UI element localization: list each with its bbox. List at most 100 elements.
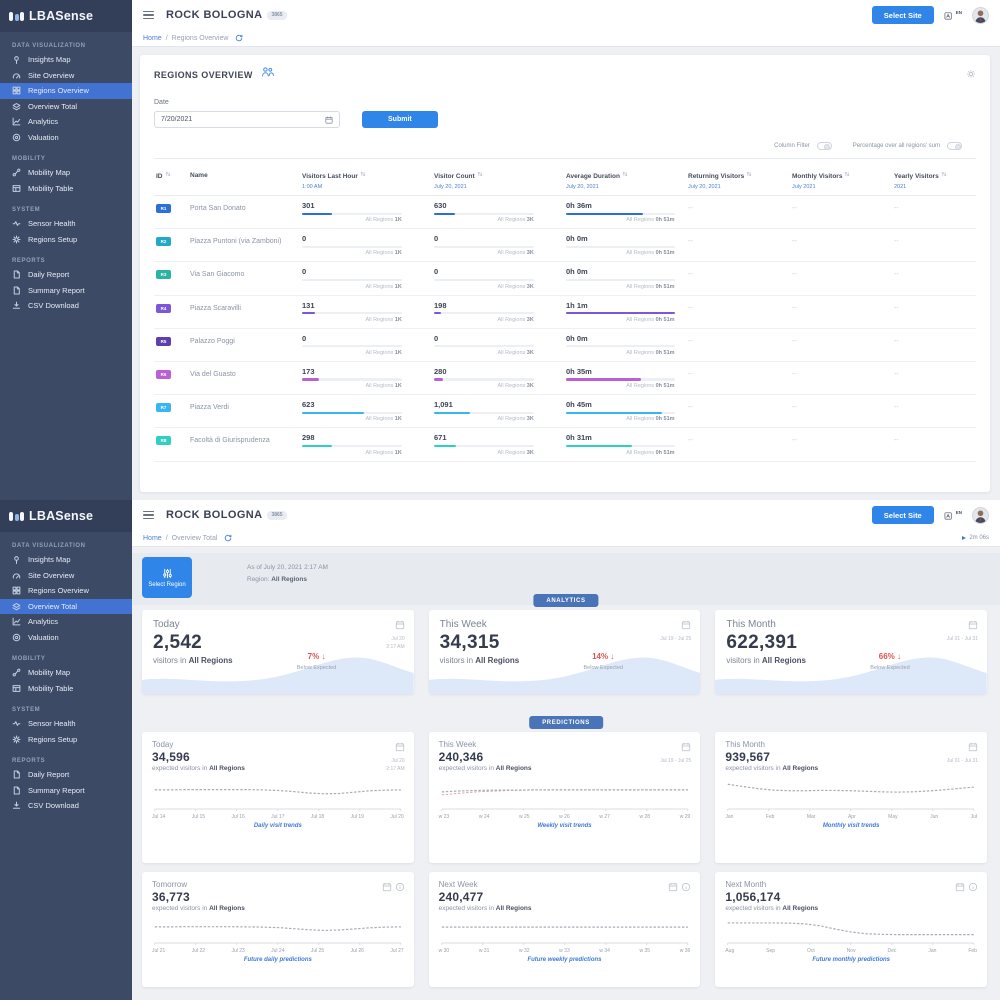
all-regions-total: All Regions 1K bbox=[365, 217, 402, 224]
metric-value: 173 bbox=[302, 366, 315, 376]
chart-icon bbox=[12, 617, 21, 626]
calendar-icon bbox=[668, 879, 678, 897]
sidebar-item-regions-setup[interactable]: Regions Setup bbox=[0, 232, 132, 248]
as-of-text: As of July 20, 2021 2:17 AM bbox=[247, 564, 328, 571]
sidebar-item-sensor-health[interactable]: Sensor Health bbox=[0, 716, 132, 732]
info-icon[interactable] bbox=[681, 879, 691, 897]
user-avatar[interactable] bbox=[972, 506, 989, 524]
sort-icon[interactable] bbox=[360, 164, 366, 182]
sort-icon[interactable] bbox=[477, 164, 483, 182]
sidebar-item-mobility-map[interactable]: Mobility Map bbox=[0, 165, 132, 181]
wave-decoration bbox=[428, 650, 701, 694]
empty-value: -- bbox=[792, 205, 797, 212]
sidebar-item-valuation[interactable]: Valuation bbox=[0, 630, 132, 646]
date-input[interactable]: 7/20/2021 bbox=[154, 111, 340, 128]
analytics-card-this-week: This Week 34,315 visitors in All Regions 14… bbox=[428, 610, 701, 694]
language-selector[interactable]: EN bbox=[944, 510, 962, 521]
x-axis-tick-label: w 32 bbox=[519, 948, 530, 954]
sidebar-item-summary-report[interactable]: Summary Report bbox=[0, 283, 132, 299]
sidebar-item-daily-report[interactable]: Daily Report bbox=[0, 767, 132, 783]
table-row: R1 Porta San Donato 301 All Regions 1K 630 Al… bbox=[154, 195, 976, 230]
sidebar-section-label: SYSTEM bbox=[12, 707, 41, 713]
auto-refresh-timer[interactable]: 2m 06s bbox=[962, 535, 989, 541]
sidebar-item-label: Analytics bbox=[28, 617, 59, 627]
metric-cell: 0h 36m All Regions 0h 51m bbox=[564, 195, 686, 230]
region-name: Piazza Verdi bbox=[190, 404, 229, 412]
sort-icon[interactable] bbox=[941, 164, 947, 182]
select-site-button[interactable]: Select Site bbox=[871, 506, 934, 524]
chart-caption: Monthly visit trends bbox=[822, 822, 880, 829]
refresh-icon[interactable] bbox=[235, 34, 243, 42]
translate-icon bbox=[944, 11, 952, 20]
x-axis-tick-label: Apr bbox=[847, 814, 856, 820]
sidebar-item-analytics[interactable]: Analytics bbox=[0, 614, 132, 630]
column-subtitle: July 20, 2021 bbox=[434, 184, 467, 190]
hamburger-menu-icon[interactable] bbox=[143, 9, 154, 21]
sidebar-item-overview-total[interactable]: Overview Total bbox=[0, 598, 132, 614]
select-site-button[interactable]: Select Site bbox=[871, 6, 934, 24]
sidebar-item-daily-report[interactable]: Daily Report bbox=[0, 267, 132, 283]
info-icon[interactable] bbox=[968, 879, 978, 897]
sidebar-item-csv-download[interactable]: CSV Download bbox=[0, 798, 132, 814]
sidebar-item-site-overview[interactable]: Site Overview bbox=[0, 68, 132, 84]
sort-icon[interactable] bbox=[844, 164, 850, 182]
hamburger-menu-icon[interactable] bbox=[143, 509, 154, 521]
crowd-icon bbox=[261, 66, 274, 84]
all-regions-total: All Regions 1K bbox=[365, 316, 402, 323]
logo[interactable]: LBASense bbox=[0, 0, 132, 32]
sort-icon[interactable] bbox=[165, 164, 171, 182]
region-name: Palazzo Poggi bbox=[190, 337, 235, 345]
metric-cell: 301 All Regions 1K bbox=[300, 195, 432, 230]
sidebar-item-overview-total[interactable]: Overview Total bbox=[0, 99, 132, 115]
user-avatar[interactable] bbox=[972, 6, 989, 24]
sidebar-item-sensor-health[interactable]: Sensor Health bbox=[0, 216, 132, 232]
refresh-icon[interactable] bbox=[224, 534, 232, 542]
submit-button[interactable]: Submit bbox=[362, 111, 438, 128]
panel-settings-gear-icon[interactable] bbox=[966, 66, 976, 84]
sidebar-item-insights-map[interactable]: Insights Map bbox=[0, 552, 132, 568]
prediction-card-this-week: This Week 240,346 expected visitors in All… bbox=[428, 732, 701, 863]
all-regions-total: All Regions 0h 51m bbox=[626, 449, 675, 456]
sidebar-item-analytics[interactable]: Analytics bbox=[0, 114, 132, 130]
info-icon[interactable] bbox=[395, 879, 405, 897]
breadcrumb-home-link[interactable]: Home bbox=[143, 34, 162, 42]
card-title: This Week bbox=[438, 740, 477, 749]
screen-regions-overview: LBASense DATA VISUALIZATION Insights Map S… bbox=[0, 0, 1000, 500]
sidebar-item-csv-download[interactable]: CSV Download bbox=[0, 298, 132, 314]
x-axis-tick-label: w 23 bbox=[438, 814, 450, 820]
breadcrumb-home-link[interactable]: Home bbox=[143, 534, 162, 542]
timer-value: 2m 06s bbox=[969, 535, 989, 541]
sidebar-item-valuation[interactable]: Valuation bbox=[0, 130, 132, 146]
sort-icon[interactable] bbox=[622, 164, 628, 182]
sliders-icon bbox=[162, 568, 172, 578]
sidebar-item-regions-overview[interactable]: Regions Overview bbox=[0, 83, 132, 99]
sidebar-item-mobility-table[interactable]: Mobility Table bbox=[0, 681, 132, 697]
metric-cell: 0h 45m All Regions 0h 51m bbox=[564, 394, 686, 429]
sidebar-item-mobility-table[interactable]: Mobility Table bbox=[0, 181, 132, 197]
sort-icon[interactable] bbox=[746, 164, 752, 182]
route-icon bbox=[12, 668, 21, 677]
toggle-column-filter[interactable] bbox=[816, 142, 832, 150]
language-selector[interactable]: EN bbox=[944, 10, 962, 21]
metric-value: 0h 0m bbox=[566, 234, 588, 244]
sidebar-item-site-overview[interactable]: Site Overview bbox=[0, 568, 132, 584]
sidebar-item-regions-setup[interactable]: Regions Setup bbox=[0, 732, 132, 748]
metric-cell: 298 All Regions 1K bbox=[300, 427, 432, 462]
x-axis-tick-label: Jul 17 bbox=[271, 814, 285, 820]
logo[interactable]: LBASense bbox=[0, 500, 132, 532]
table-row: R3 Via San Giacomo 0 All Regions 1K 0 All Reg… bbox=[154, 261, 976, 296]
sidebar-item-insights-map[interactable]: Insights Map bbox=[0, 52, 132, 68]
sidebar-item-summary-report[interactable]: Summary Report bbox=[0, 783, 132, 799]
sidebar-item-mobility-map[interactable]: Mobility Map bbox=[0, 665, 132, 681]
gear-icon bbox=[12, 235, 21, 244]
x-axis-tick-label: Jun bbox=[930, 814, 939, 820]
sidebar-section-label: DATA VISUALIZATION bbox=[12, 543, 86, 549]
gear-icon bbox=[12, 735, 21, 744]
sidebar-item-regions-overview[interactable]: Regions Overview bbox=[0, 583, 132, 599]
empty-value: -- bbox=[688, 337, 693, 345]
card-date-range: Jul 20 2:17 AM bbox=[386, 758, 405, 772]
metric-cell: 0 All Regions 3K bbox=[432, 228, 564, 263]
toggle-percentage-over-all-regions-sum[interactable] bbox=[947, 142, 962, 150]
metric-cell: 623 All Regions 1K bbox=[300, 394, 432, 429]
select-region-button[interactable]: Select Region bbox=[142, 557, 192, 598]
